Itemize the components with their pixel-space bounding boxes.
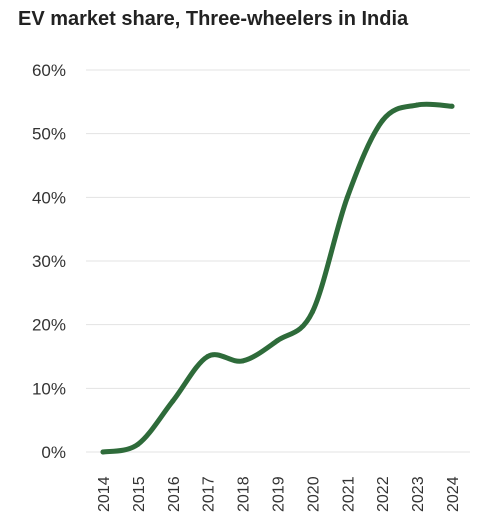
x-tick-label: 2020 <box>305 476 322 512</box>
data-point <box>240 358 246 364</box>
x-tick-label: 2017 <box>201 476 218 512</box>
y-tick-label: 0% <box>41 443 66 462</box>
y-tick-label: 50% <box>32 125 66 144</box>
y-tick-label: 30% <box>32 252 66 271</box>
x-axis-ticks: 2014 2015 2016 2017 2018 2019 2020 2021 2022 2023… <box>96 476 462 512</box>
data-point <box>205 354 211 359</box>
y-tick-label: 40% <box>32 188 66 207</box>
data-point <box>135 441 141 447</box>
x-tick-label: 2022 <box>375 476 392 512</box>
series-line <box>100 101 455 455</box>
data-point <box>344 194 350 200</box>
chart-title: EV market share, Three-wheelers in India <box>18 8 409 30</box>
y-axis-ticks: 0% 10% 20% 30% 40% 50% 60% <box>32 61 66 462</box>
data-point <box>414 102 420 108</box>
x-tick-label: 2023 <box>410 476 427 512</box>
data-point <box>275 338 280 344</box>
series-group <box>100 101 455 455</box>
x-tick-label: 2018 <box>236 476 253 512</box>
x-tick-label: 2019 <box>271 476 288 512</box>
y-tick-label: 20% <box>32 316 66 335</box>
x-tick-label: 2014 <box>96 476 113 512</box>
gridlines <box>86 69 470 453</box>
data-point <box>100 449 106 455</box>
data-point <box>449 103 455 109</box>
y-tick-label: 10% <box>32 379 66 398</box>
data-point <box>309 309 315 315</box>
data-point <box>379 118 385 124</box>
data-point <box>170 398 176 404</box>
y-tick-label: 60% <box>32 61 66 80</box>
x-tick-label: 2016 <box>166 476 183 512</box>
x-tick-label: 2021 <box>340 476 357 512</box>
x-tick-label: 2015 <box>131 476 148 512</box>
x-tick-label: 2024 <box>445 476 462 512</box>
